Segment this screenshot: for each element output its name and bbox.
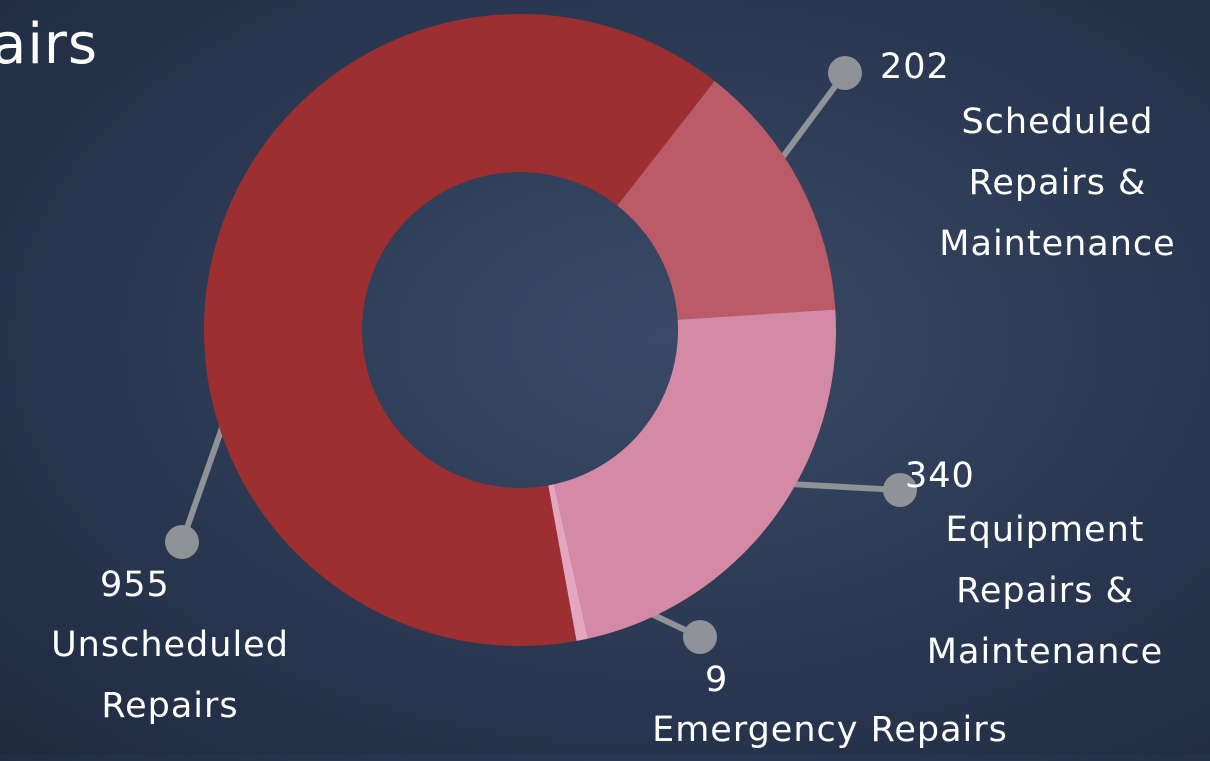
donut-slice — [548, 484, 589, 641]
leader-dot — [165, 525, 199, 559]
leader-dot — [828, 56, 862, 90]
category-label: Equipment Repairs & Maintenance — [926, 510, 1164, 672]
value-label: 955 — [100, 565, 170, 605]
value-label: 9 — [705, 660, 729, 700]
leader-dot — [883, 473, 917, 507]
chart-title: airs — [0, 12, 99, 77]
leader-dot — [683, 620, 717, 654]
donut-slice — [554, 309, 836, 639]
category-label: Emergency Repairs — [652, 710, 1008, 750]
category-label: Unscheduled Repairs — [51, 625, 289, 726]
category-label: Scheduled Repairs & Maintenance — [939, 102, 1176, 264]
value-label: 202 — [880, 47, 950, 87]
donut-slice — [617, 80, 836, 320]
donut-slice — [204, 14, 715, 647]
value-label: 340 — [905, 456, 975, 496]
